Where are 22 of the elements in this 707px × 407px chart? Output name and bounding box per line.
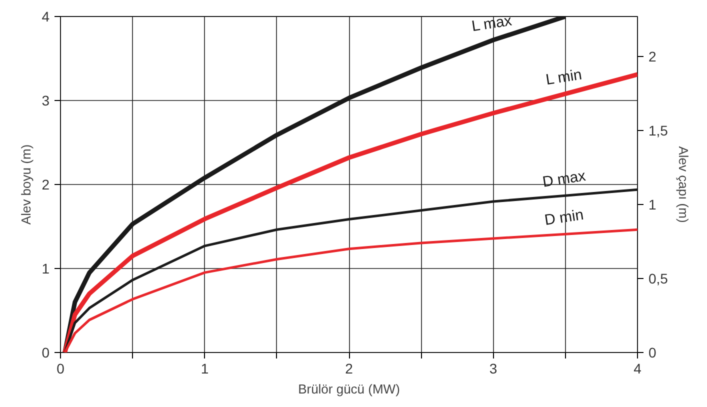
text: D min (543, 206, 585, 230)
x-axis-title: Brülör gücü (MW) (298, 382, 400, 396)
text: L min (544, 66, 583, 89)
x-tick-label: 3 (489, 360, 498, 376)
text: D max (541, 167, 588, 191)
y2-tick-label: 0 (648, 344, 656, 360)
y2-tick-label: 1,5 (648, 122, 668, 138)
y2-tick-label: 0,5 (648, 270, 668, 286)
y-tick-label: 1 (42, 260, 50, 276)
text: L max (470, 12, 514, 36)
y-tick-label: 4 (42, 8, 50, 24)
y2-axis-title: Alev çapı (m) (676, 146, 691, 223)
y-axis-title: Alev boyu (m) (18, 144, 34, 225)
y-tick-label: 2 (42, 176, 50, 192)
x-tick-label: 4 (634, 360, 642, 376)
x-tick-label: 0 (56, 360, 65, 376)
x-tick-label: 2 (345, 360, 354, 376)
y2-tick-label: 1 (648, 196, 656, 212)
x-tick-label: 1 (200, 360, 209, 376)
y-tick-label: 3 (42, 92, 50, 108)
y-tick-label: 0 (42, 344, 50, 360)
y2-tick-label: 2 (648, 48, 656, 64)
